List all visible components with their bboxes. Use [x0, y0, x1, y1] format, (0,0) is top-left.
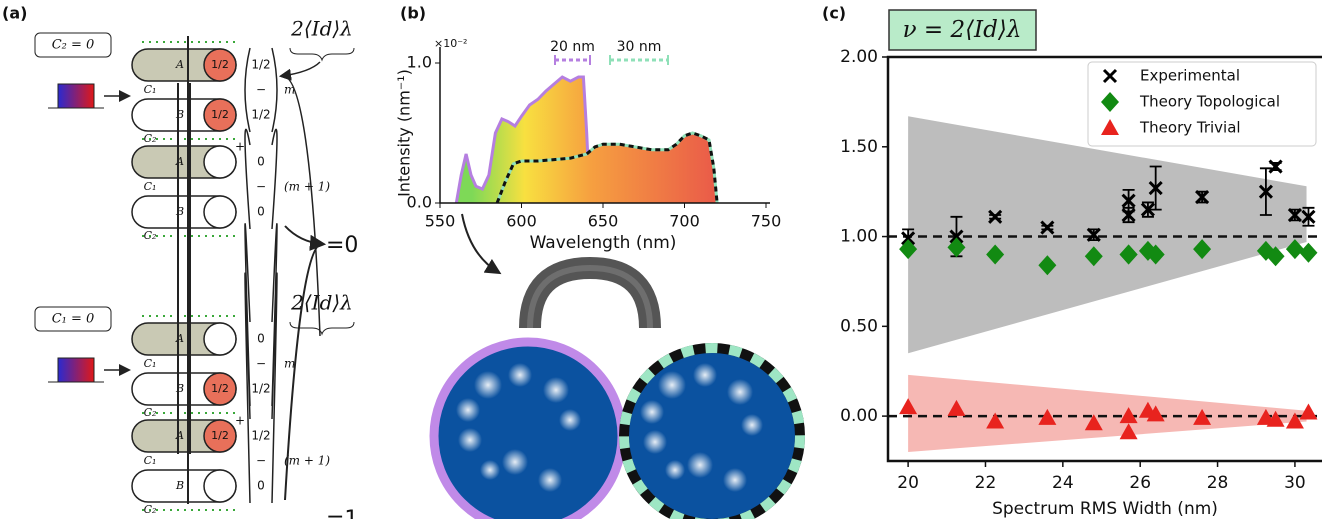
ring-label: B [175, 382, 184, 395]
phase-site [204, 196, 236, 228]
vector-entry: 1/2 [251, 382, 270, 396]
phase-site [204, 323, 236, 355]
phase: 1/2 [211, 429, 229, 442]
coupling-label: C₁ [144, 180, 157, 193]
phase-site [204, 146, 236, 178]
vector-entry: 0 [257, 479, 265, 493]
result: =0 [326, 233, 358, 258]
coupling-label: C₂ [144, 132, 157, 145]
brace [290, 48, 354, 60]
condition: C₂ = 0 [52, 38, 95, 53]
x-tick-label: 24 [1052, 473, 1074, 493]
x-tick-label: 750 [751, 212, 782, 231]
y-axis-label: Intensity (nm⁻¹) [395, 69, 414, 197]
annotation: 2⟨Id⟩λ [290, 17, 353, 41]
annotation: 30 nm [617, 39, 662, 55]
legend-label: Theory Trivial [1139, 119, 1241, 137]
figure: (a) (b) (c) C₂ = 0 2⟨Id⟩λ A 1/2 B 1/2 C₁ C₂ 1/2 −… [0, 0, 1324, 519]
coupling-label: C₂ [144, 406, 157, 419]
legend-label: Experimental [1140, 67, 1240, 85]
vector-entry: − [256, 454, 266, 468]
panel-label: (c) [822, 4, 846, 23]
phase: 1/2 [211, 58, 229, 71]
vector-entry: 0 [257, 332, 265, 346]
x-tick-label: 26 [1129, 473, 1151, 493]
arrow [285, 226, 322, 244]
vector-entry: 1/2 [251, 108, 270, 122]
ring-label: A [175, 429, 184, 442]
coupling-label: C₁ [144, 454, 157, 467]
x-tick-label: 28 [1207, 473, 1229, 493]
band [908, 116, 1306, 353]
x-axis-label: Spectrum RMS Width (nm) [992, 499, 1218, 519]
x-axis-label: Wavelength (nm) [530, 233, 677, 253]
vector-entry: − [256, 83, 266, 97]
y-tick-label: 1.50 [840, 137, 878, 157]
y-tick-label: 1.0 [407, 53, 432, 72]
vector-entry: − [256, 180, 266, 194]
y-tick-label: 1.00 [840, 227, 878, 247]
annotation: 2⟨Id⟩λ [290, 291, 353, 315]
point [1299, 243, 1317, 263]
phase: 1/2 [211, 108, 229, 121]
mode-index: (m + 1) [284, 180, 330, 194]
coupling-label: C₂ [144, 503, 157, 516]
y-tick-label: 2.00 [840, 47, 878, 67]
chart-title: ν = 2⟨Id⟩λ [903, 17, 1022, 43]
vector-entry: 0 [257, 155, 265, 169]
x-tick-label: 650 [588, 212, 619, 231]
y-tick-label: 0.50 [840, 316, 878, 336]
plus: + [235, 140, 245, 154]
phase: 1/2 [211, 382, 229, 395]
y-tick-label: 0.00 [840, 406, 878, 426]
coupling-label: C₁ [144, 83, 157, 96]
coupling-label: C₂ [144, 229, 157, 242]
phase-site [204, 470, 236, 502]
legend-label: Theory Topological [1139, 93, 1280, 111]
pulse [58, 358, 94, 382]
panel-label: (b) [400, 4, 426, 23]
annotation: 20 nm [550, 39, 595, 55]
bracket [245, 224, 277, 406]
x-tick-label: 700 [669, 212, 700, 231]
mode-index: m [284, 83, 295, 97]
result: =1 [326, 507, 358, 519]
arrow [462, 214, 498, 272]
vector-entry: − [256, 357, 266, 371]
ring-label: A [175, 58, 184, 71]
x-tick-label: 600 [506, 212, 537, 231]
ring-label: B [175, 479, 184, 492]
page: (a) (b) (c) C₂ = 0 2⟨Id⟩λ A 1/2 B 1/2 C₁ C₂ 1/2 −… [0, 0, 1324, 519]
ring-label: B [175, 108, 184, 121]
x-tick-label: 30 [1284, 473, 1306, 493]
vector-entry: 1/2 [251, 58, 270, 72]
vector-entry: 0 [257, 205, 265, 219]
ring-label: A [175, 332, 184, 345]
band [908, 375, 1306, 452]
coupling-label: C₁ [144, 357, 157, 370]
x-tick-label: 550 [425, 212, 456, 231]
panel-label: (a) [2, 4, 27, 23]
condition: C₁ = 0 [52, 312, 95, 327]
x-tick-label: 20 [897, 473, 919, 493]
y-multiplier: ×10⁻² [434, 37, 467, 50]
arrow [282, 62, 320, 76]
mode-index: (m + 1) [284, 454, 330, 468]
pulse [58, 84, 94, 108]
ring-label: B [175, 205, 184, 218]
ring-label: A [175, 155, 184, 168]
vector-entry: 1/2 [251, 429, 270, 443]
x-tick-label: 22 [975, 473, 997, 493]
plus: + [235, 414, 245, 428]
